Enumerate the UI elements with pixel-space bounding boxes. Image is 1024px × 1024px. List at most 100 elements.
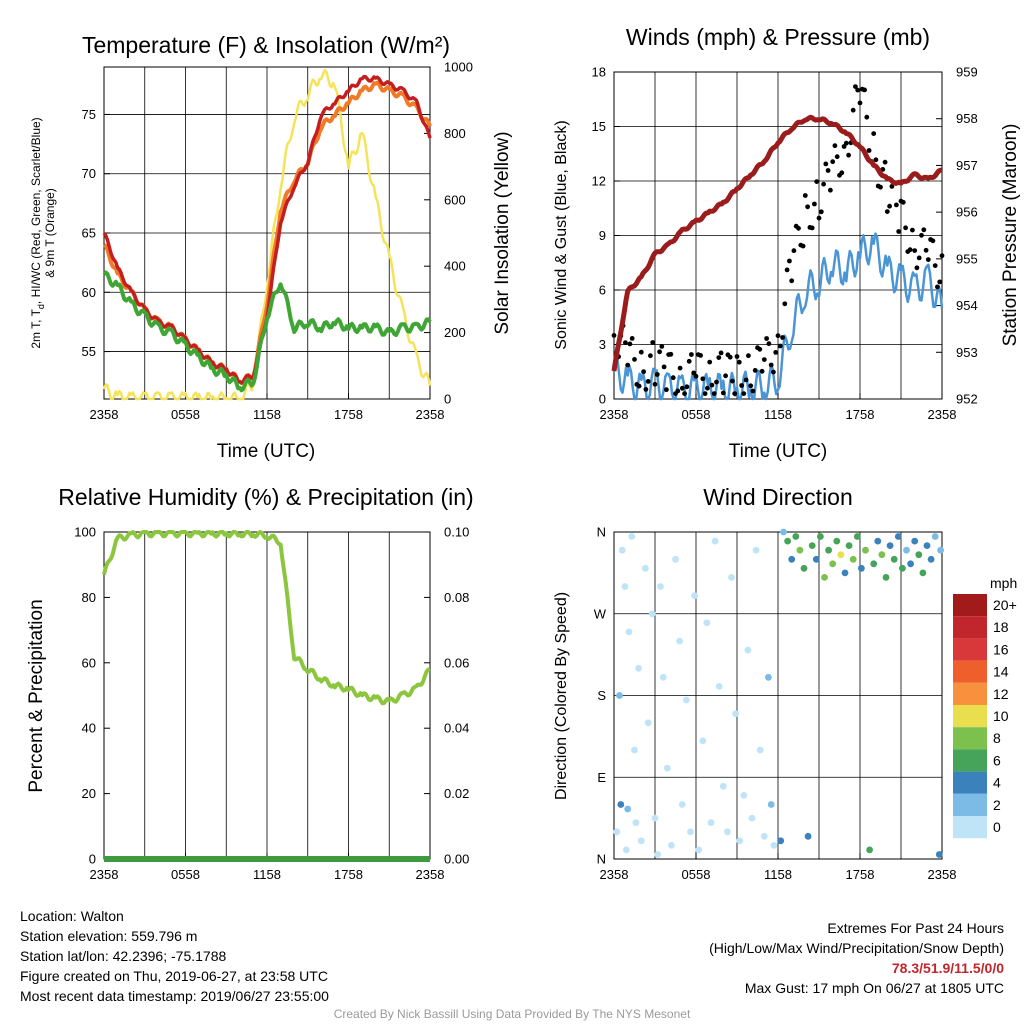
station-info: Location: Walton Station elevation: 559.… [20,906,329,1006]
wind-direction-point [845,542,853,549]
y2-tick-label: 0.10 [444,525,469,540]
colorbar-label: 10 [993,708,1009,724]
gust-point [787,258,792,264]
temperature-x-axis-label: Time (UTC) [217,441,316,462]
gust-point [843,140,849,146]
gust-point [903,225,908,231]
y-tick-label: 20 [82,786,96,801]
y-label-part: 2m T, T [29,308,43,348]
gust-point [921,227,927,233]
colorbar-label: 16 [993,641,1009,657]
y2-tick-label: 0 [444,392,451,407]
gust-point [796,225,801,231]
gust-point [752,368,758,373]
y2-tick-label: 0.00 [444,852,469,867]
wind-direction-point [728,574,735,581]
gust-point [846,152,851,158]
y2-tick-label: 0.02 [444,786,469,801]
latlon-text: Station lat/lon: 42.2396; -75.1788 [20,948,227,964]
gust-point [627,341,633,347]
wind-direction-point [648,610,656,618]
wind-direction-point [628,533,636,540]
gust-point [645,379,651,384]
colorbar-swatch [953,727,987,750]
station-pressure-line [611,114,943,372]
gust-point [935,284,940,290]
colorbar-swatch [953,793,987,816]
wind-direction-point [715,683,723,690]
wind-direction-point [829,560,837,568]
dewpoint-line [102,270,432,393]
wind-direction-point [817,533,824,540]
gust-point [664,387,669,393]
wind-direction-y-axis-label: Direction (Colored By Speed) [553,592,570,800]
wind-direction-point [870,560,878,568]
gust-point [675,388,681,394]
gust-point [782,301,788,307]
colorbar-unit-label: mph [990,575,1017,591]
humidity-y-axis-label: Percent & Precipitation [26,599,47,792]
gust-point [882,159,888,165]
wind-direction-point [792,533,800,540]
y2-tick-label: 600 [444,192,466,207]
y-tick-label: 65 [82,226,96,241]
wind-direction-point [882,574,890,581]
y-tick-label: 0 [599,392,606,407]
gust-point [638,349,644,355]
wind-direction-point [659,673,667,681]
gust-point [850,107,856,113]
y-tick-label: 60 [82,655,96,670]
y-label-part: , HI/WC (Red, Green, Scarlet/Blue) [29,117,43,304]
gust-point [741,391,747,396]
sonic-wind-line [612,232,944,401]
gust-point [914,265,920,271]
wind-direction-point [804,832,812,840]
gust-point [746,353,751,359]
gust-point [766,341,772,347]
gust-point [818,209,824,215]
wind-direction-point [760,832,768,840]
wind-direction-point [624,805,632,813]
gust-point [714,379,719,385]
gust-point [825,168,831,173]
wind-direction-point [765,673,772,681]
direction-tick-label: N [597,525,606,540]
wind-direction-point [821,574,828,581]
winds-x-axis-label: Time (UTC) [729,441,828,462]
gust-point [730,378,735,384]
direction-tick-label: E [597,770,606,785]
wind-direction-point [800,564,808,572]
gust-point [759,368,765,374]
y2-tick-label: 0.08 [444,590,469,605]
colorbar-label: 6 [993,752,1001,768]
wind-direction-point [894,533,902,540]
elevation-text: Station elevation: 559.796 m [20,928,198,944]
x-tick-label: 2358 [416,407,445,422]
gust-point [821,181,826,187]
gust-point [871,131,877,137]
wind-direction-chart-title: Wind Direction [703,484,853,510]
wind-direction-point [732,710,739,718]
x-tick-label: 2358 [928,867,957,882]
solar-y2-axis-label: Solar Insolation (Yellow) [492,131,513,334]
wind-direction-point [632,819,640,827]
created-text: Figure created on Thu, 2019-06-27, at 23… [20,968,328,984]
extremes-subtitle: (High/Low/Max Wind/Precipitation/Snow De… [709,940,1004,956]
y2-tick-label: 956 [956,205,978,220]
y-tick-label: 80 [82,590,96,605]
wind-direction-point [770,842,778,849]
gust-point [791,248,797,254]
wind-direction-point [654,851,662,858]
colorbar-label: 8 [993,730,1001,746]
wind-direction-point [668,842,675,849]
wind-direction-point [695,846,703,854]
y-tick-label: 100 [74,525,96,540]
gust-point [805,204,810,210]
x-tick-label: 1158 [253,407,281,422]
gust-point [830,159,836,165]
gust-point [693,373,699,379]
gust-point [768,362,774,368]
gust-point [629,336,635,341]
colorbar-swatch [953,705,987,728]
